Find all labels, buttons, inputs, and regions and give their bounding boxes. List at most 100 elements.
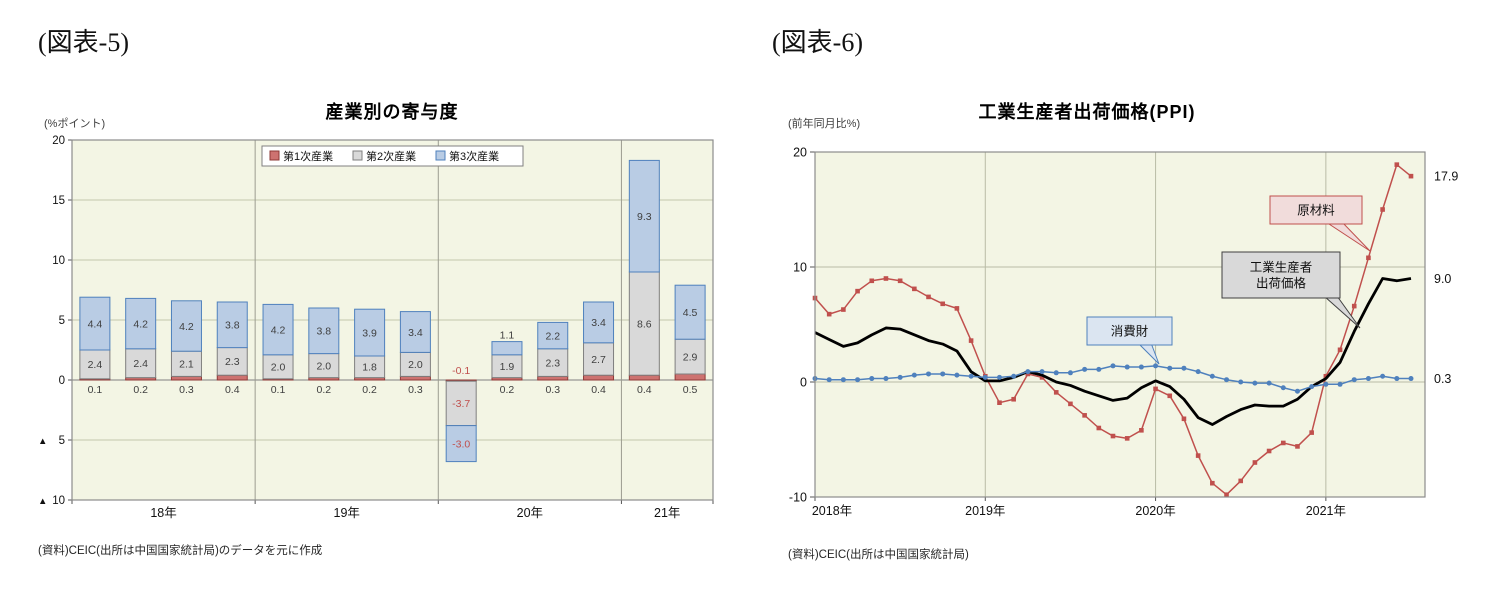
bar-segment-tertiary-industry (170, 300, 202, 352)
marker-consumer-goods (1380, 373, 1386, 379)
bar-value-label: 3.8 (225, 320, 240, 332)
bar-value-label: 4.5 (683, 307, 698, 319)
bar-value-label: 2.4 (133, 358, 148, 370)
bar-segment-tertiary-industry (583, 301, 615, 344)
industry-contribution-bar-chart: 20 15 10 5 0 ▲ 5 ▲ 10 18年 19年 20年 21年 0.1 2.4 4.4 0.2 2.4… (38, 135, 714, 520)
bar-value-label: 0.4 (637, 384, 652, 396)
marker-raw-materials (897, 278, 903, 284)
bar-value-label: 0.1 (271, 384, 286, 396)
bar-value-label: 0.2 (500, 384, 515, 396)
marker-raw-materials (1394, 162, 1400, 167)
marker-raw-materials (1096, 425, 1102, 431)
x-group-label: 20年 (517, 506, 543, 520)
bar-value-label: 8.6 (637, 318, 652, 330)
legend-label-secondary-industry: 第2次産業 (366, 149, 416, 163)
marker-raw-materials (1309, 430, 1314, 435)
marker-consumer-goods (1252, 380, 1258, 386)
ppi-line-chart: 20 10 0 -10 2018年 2019年 2020年 2021年 17.9 9.0 0.3 原材… (789, 146, 1458, 519)
marker-raw-materials (1110, 433, 1116, 439)
bar-segment-tertiary-industry (308, 307, 340, 355)
marker-raw-materials (1068, 401, 1073, 407)
annotation-text-raw-materials-label: 原材料 (1297, 204, 1335, 218)
bar-value-label: 0.1 (88, 384, 103, 396)
x-tick-label: 2018年 (812, 504, 852, 518)
marker-consumer-goods (1011, 373, 1017, 379)
marker-consumer-goods (1238, 379, 1244, 385)
marker-consumer-goods (1110, 363, 1116, 369)
bar-segment-secondary-industry (445, 380, 477, 427)
bar-segment-secondary-industry (216, 347, 248, 376)
y-tick-label: -10 (789, 491, 807, 505)
bar-value-label: 4.2 (179, 321, 194, 333)
marker-raw-materials (1139, 428, 1144, 433)
bar-value-label: 2.4 (88, 359, 103, 371)
bar-segment-tertiary-industry (262, 303, 294, 356)
bar-value-label: 0.3 (545, 384, 560, 396)
marker-consumer-goods (968, 373, 974, 379)
bar-segment-tertiary-industry (216, 301, 248, 349)
y-tick-negative-triangle: ▲ (38, 496, 47, 507)
marker-consumer-goods (982, 374, 988, 380)
marker-raw-materials (1238, 478, 1244, 484)
bar-value-label: 3.9 (362, 327, 377, 339)
marker-consumer-goods (1365, 376, 1371, 382)
bar-value-label: -3.7 (452, 398, 470, 410)
marker-consumer-goods (1067, 370, 1073, 376)
figure-6-label: (図表-6) (772, 28, 863, 57)
x-group-label: 18年 (150, 506, 176, 520)
bar-value-label: -3.0 (452, 438, 470, 450)
bar-segment-tertiary-industry (445, 425, 477, 463)
marker-raw-materials (1337, 347, 1343, 353)
bar-segment-tertiary-industry (125, 297, 157, 350)
marker-consumer-goods (855, 377, 861, 383)
marker-raw-materials (1380, 207, 1385, 212)
bar-value-label: 1.1 (500, 330, 515, 342)
marker-consumer-goods (1294, 388, 1300, 394)
figure-6-y-axis-unit: (前年同月比%) (788, 118, 861, 130)
marker-consumer-goods (1309, 384, 1315, 390)
bar-value-label: -0.1 (452, 365, 470, 377)
bar-segment-tertiary-industry (674, 284, 706, 340)
marker-raw-materials (1082, 413, 1087, 418)
legend-swatch-primary-industry (269, 150, 280, 161)
y-tick-label: 5 (59, 315, 65, 327)
bar-segment-primary-industry (170, 375, 202, 381)
marker-consumer-goods (1351, 377, 1357, 383)
marker-consumer-goods (1039, 369, 1045, 375)
marker-raw-materials (1366, 255, 1371, 261)
marker-consumer-goods (826, 377, 832, 383)
marker-consumer-goods (1124, 364, 1130, 370)
bar-segment-tertiary-industry (491, 341, 523, 356)
legend-label-primary-industry: 第1次産業 (283, 149, 333, 163)
marker-consumer-goods (1138, 364, 1144, 370)
bar-segment-primary-industry (628, 374, 660, 381)
y-tick-label: 0 (59, 375, 65, 387)
bar-value-label: 1.8 (362, 362, 377, 374)
y-tick-label: 20 (52, 135, 65, 147)
bar-value-label: 1.9 (500, 361, 515, 373)
marker-raw-materials (954, 306, 960, 311)
bar-value-label: 2.0 (271, 362, 286, 374)
y-tick-label: 0 (800, 376, 807, 390)
marker-consumer-goods (883, 376, 889, 382)
bar-value-label: 2.7 (591, 354, 606, 366)
marker-raw-materials (912, 286, 917, 292)
marker-consumer-goods (1224, 377, 1230, 383)
marker-raw-materials (883, 276, 889, 281)
marker-consumer-goods (1266, 380, 1272, 386)
bar-segment-tertiary-industry (399, 311, 431, 353)
bar-segment-primary-industry (674, 373, 706, 381)
bar-value-label: 2.0 (317, 360, 332, 372)
marker-raw-materials (1224, 492, 1229, 497)
x-tick-label: 2020年 (1135, 504, 1175, 518)
marker-consumer-goods (926, 371, 932, 377)
end-value-consumer-goods: 0.3 (1434, 372, 1451, 386)
marker-consumer-goods (1280, 385, 1286, 391)
figure-5: (図表-5) 産業別の寄与度 (%ポイント) 20 15 10 5 0 ▲ 5 ▲ 10 18年 1… (30, 18, 742, 590)
marker-consumer-goods (1153, 363, 1159, 369)
bar-segment-secondary-industry (674, 338, 706, 375)
bar-value-label: 2.1 (179, 359, 194, 371)
end-value-raw-materials: 17.9 (1434, 170, 1458, 184)
marker-raw-materials (1295, 444, 1300, 449)
bar-value-label: 2.9 (683, 351, 698, 363)
